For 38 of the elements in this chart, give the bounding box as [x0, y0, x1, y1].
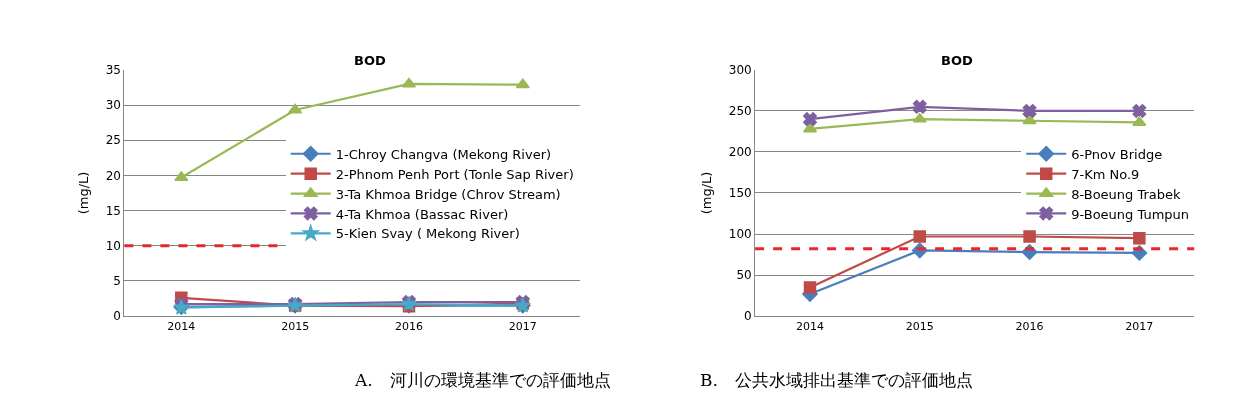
y-tick-label: 35 [105, 63, 121, 78]
x-tick-label: 2014 [167, 320, 196, 334]
y-tick-label: 50 [736, 268, 752, 283]
legend-label: 6-Pnov Bridge [1071, 146, 1163, 162]
chart-title: BOD [941, 53, 973, 68]
x-tick-label: 2014 [796, 320, 824, 334]
x-tick-label: 2016 [394, 320, 423, 334]
legend-label: 4-Ta Khmoa (Bassac River) [335, 206, 509, 222]
y-tick-label: 200 [728, 145, 752, 160]
y-tick-label: 20 [105, 168, 121, 183]
legend-label: 3-Ta Khmoa Bridge (Chrov Stream) [335, 186, 561, 202]
legend-label: 8-Boeung Trabek [1071, 186, 1182, 202]
y-tick-label: 10 [105, 238, 121, 253]
legend-label: 1-Chroy Changva (Mekong River) [335, 146, 552, 162]
y-tick-label: 300 [728, 63, 752, 78]
y-tick-label: 100 [728, 227, 752, 242]
y-tick-label: 0 [113, 309, 121, 324]
x-tick-label: 2016 [1015, 320, 1044, 334]
y-tick-label: 30 [105, 98, 121, 113]
text: A. 河川の環境基準での評価地点 [354, 370, 611, 390]
x-tick-label: 2017 [1125, 320, 1154, 334]
y-tick-label: 250 [728, 104, 752, 119]
y-tick-label: 5 [113, 274, 121, 289]
text: B. 公共水域排出基準での評価地点 [700, 370, 973, 390]
legend-label: 9-Boeung Tumpun [1071, 206, 1190, 222]
x-tick-label: 2015 [905, 320, 934, 334]
y-tick-label: 25 [105, 133, 121, 148]
legend-label: 2-Phnom Penh Port (Tonle Sap River) [335, 166, 574, 182]
x-tick-label: 2015 [281, 320, 310, 334]
chart-title: BOD [354, 53, 386, 68]
x-tick-label: 2017 [508, 320, 537, 334]
y-axis-title: (mg/L) [698, 171, 714, 215]
y-tick-label: 0 [744, 309, 752, 324]
legend-label: 7-Km No.9 [1071, 166, 1140, 182]
legend-label: 5-Kien Svay ( Mekong River) [335, 226, 520, 242]
y-tick-label: 15 [105, 203, 121, 218]
y-tick-label: 150 [728, 186, 752, 201]
y-axis-title: (mg/L) [75, 171, 91, 215]
